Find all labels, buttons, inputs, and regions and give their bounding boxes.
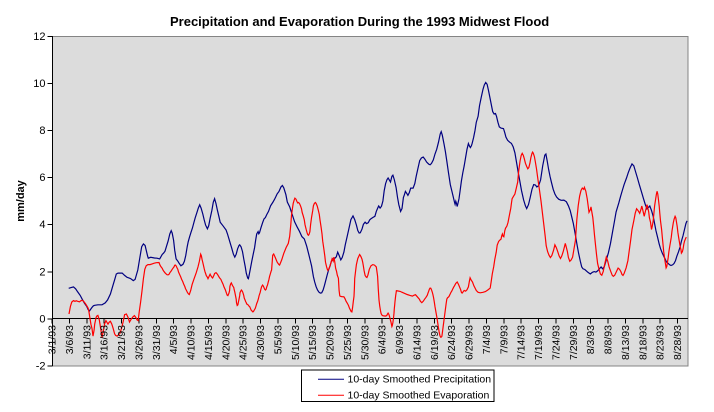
- svg-text:4/15/93: 4/15/93: [203, 325, 215, 360]
- svg-text:4/30/93: 4/30/93: [255, 325, 267, 360]
- svg-text:3/11/93: 3/11/93: [81, 325, 93, 359]
- svg-text:10: 10: [33, 78, 45, 90]
- svg-text:5/15/93: 5/15/93: [307, 325, 319, 360]
- svg-text:6/19/93: 6/19/93: [429, 325, 441, 360]
- svg-text:3/26/93: 3/26/93: [133, 325, 145, 360]
- svg-text:8/13/93: 8/13/93: [620, 325, 632, 360]
- svg-text:3/16/93: 3/16/93: [99, 325, 111, 360]
- svg-text:6/4/93: 6/4/93: [377, 325, 389, 354]
- svg-text:mm/day: mm/day: [15, 179, 27, 221]
- svg-text:6/24/93: 6/24/93: [446, 325, 458, 360]
- svg-text:4/5/93: 4/5/93: [168, 325, 180, 354]
- svg-text:4: 4: [39, 219, 45, 231]
- svg-text:5/30/93: 5/30/93: [359, 325, 371, 360]
- svg-text:Precipitation and Evaporation: Precipitation and Evaporation During the…: [170, 14, 549, 29]
- svg-text:4/20/93: 4/20/93: [220, 325, 232, 360]
- svg-text:8/8/93: 8/8/93: [603, 325, 615, 354]
- svg-text:8: 8: [39, 125, 45, 137]
- svg-text:8/3/93: 8/3/93: [585, 325, 597, 354]
- svg-text:7/24/93: 7/24/93: [550, 325, 562, 360]
- svg-text:5/25/93: 5/25/93: [342, 325, 354, 360]
- svg-text:8/23/93: 8/23/93: [655, 325, 667, 360]
- svg-text:6/14/93: 6/14/93: [411, 325, 423, 360]
- svg-text:4/10/93: 4/10/93: [186, 325, 198, 360]
- svg-text:8/18/93: 8/18/93: [637, 325, 649, 360]
- svg-text:0: 0: [39, 313, 45, 325]
- svg-text:7/9/93: 7/9/93: [498, 325, 510, 354]
- svg-text:6: 6: [39, 172, 45, 184]
- svg-text:2: 2: [39, 266, 45, 278]
- svg-text:8/28/93: 8/28/93: [672, 325, 684, 360]
- svg-text:3/1/93: 3/1/93: [47, 325, 59, 354]
- svg-text:3/21/93: 3/21/93: [116, 325, 128, 360]
- svg-text:5/5/93: 5/5/93: [272, 325, 284, 354]
- svg-text:6/9/93: 6/9/93: [394, 325, 406, 354]
- svg-text:6/29/93: 6/29/93: [464, 325, 476, 360]
- svg-text:4/25/93: 4/25/93: [238, 325, 250, 360]
- svg-text:7/19/93: 7/19/93: [533, 325, 545, 360]
- svg-text:7/29/93: 7/29/93: [568, 325, 580, 360]
- svg-text:5/10/93: 5/10/93: [290, 325, 302, 360]
- svg-text:-2: -2: [36, 360, 46, 372]
- svg-text:7/14/93: 7/14/93: [516, 325, 528, 360]
- svg-text:12: 12: [33, 31, 45, 43]
- svg-text:10-day Smoothed Precipitation: 10-day Smoothed Precipitation: [348, 374, 492, 386]
- svg-text:5/20/93: 5/20/93: [325, 325, 337, 360]
- svg-text:3/31/93: 3/31/93: [151, 325, 163, 360]
- svg-text:10-day Smoothed Evaporation: 10-day Smoothed Evaporation: [348, 390, 490, 402]
- svg-text:7/4/93: 7/4/93: [481, 325, 493, 354]
- svg-text:3/6/93: 3/6/93: [64, 325, 76, 354]
